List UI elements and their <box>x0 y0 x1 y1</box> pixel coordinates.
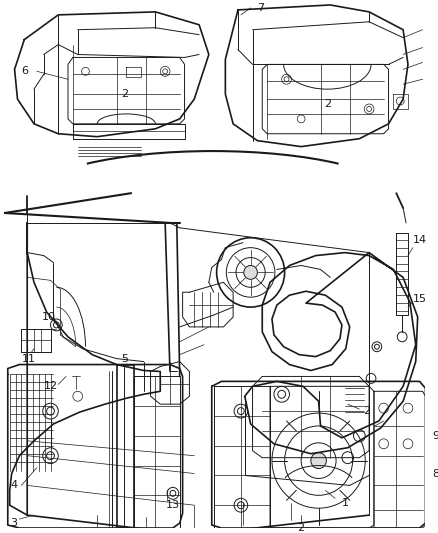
Text: 1: 1 <box>341 498 348 508</box>
Text: 14: 14 <box>413 235 427 245</box>
Circle shape <box>311 453 326 469</box>
Text: 8: 8 <box>432 469 438 479</box>
Text: 5: 5 <box>121 353 128 364</box>
Text: 9: 9 <box>432 431 438 441</box>
Text: 12: 12 <box>43 381 57 391</box>
Text: 2: 2 <box>364 406 371 416</box>
Text: 13: 13 <box>166 500 180 510</box>
Text: 4: 4 <box>10 480 17 490</box>
Text: 2: 2 <box>324 99 331 109</box>
Text: 2: 2 <box>121 89 128 99</box>
Text: 2: 2 <box>297 523 305 533</box>
Text: 3: 3 <box>10 518 17 528</box>
Text: 6: 6 <box>21 66 28 76</box>
Text: 11: 11 <box>22 353 36 364</box>
Text: 10: 10 <box>42 312 56 322</box>
Text: 7: 7 <box>257 3 264 13</box>
Circle shape <box>244 265 258 279</box>
Text: 15: 15 <box>413 294 427 304</box>
